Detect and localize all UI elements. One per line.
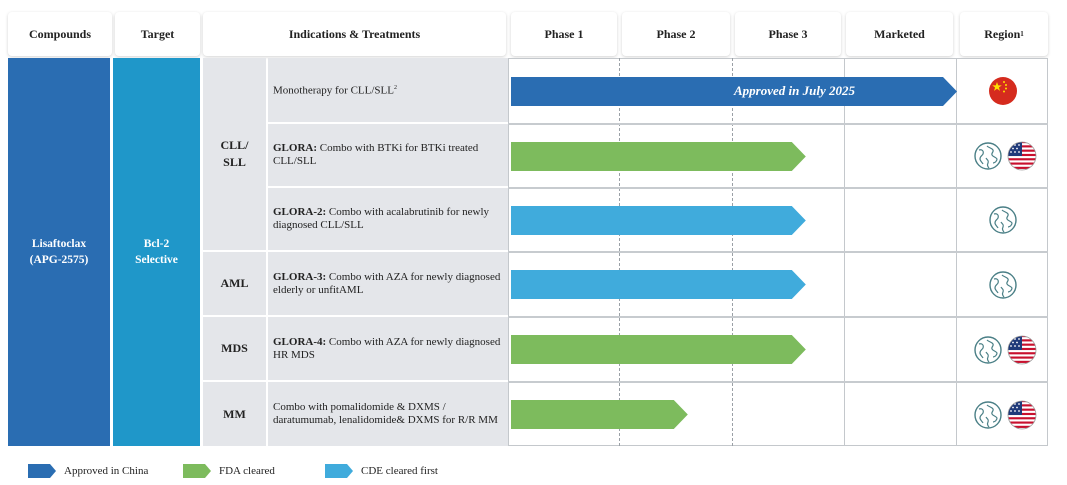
header-region-footnote: 1 — [1020, 30, 1024, 38]
progress-arrow-shape — [511, 141, 806, 171]
target-type: Selective — [135, 254, 178, 266]
progress-arrow — [511, 141, 806, 171]
header-phase2: Phase 2 — [622, 12, 730, 56]
row-divider — [508, 381, 1048, 383]
progress-bar-label: Approved in July 2025 — [734, 83, 855, 98]
target-name: Bcl-2 — [143, 238, 170, 250]
treatment-row-2: GLORA: Combo with BTKi for BTKi treated … — [268, 124, 508, 186]
indication-cll-line1: CLL/ — [220, 138, 249, 152]
indication-mm-label: MM — [223, 406, 246, 421]
row-divider — [508, 316, 1048, 318]
header-compounds: Compounds — [8, 12, 112, 56]
treatment-trial-name: GLORA: — [273, 142, 317, 154]
target-cell: Bcl-2 Selective — [113, 58, 200, 446]
treatment-description: Monotherapy for CLL/SLL — [273, 84, 394, 97]
header-phase3-label: Phase 3 — [768, 26, 808, 41]
usa-flag-icon — [1007, 335, 1037, 365]
row-divider — [508, 187, 1048, 189]
usa-flag-icon — [1007, 141, 1037, 171]
progress-arrow-shape — [511, 205, 806, 235]
progress-bar-cde_cleared — [511, 205, 806, 235]
header-indications-label: Indications & Treatments — [288, 26, 421, 41]
header-region-label: Region — [984, 26, 1021, 41]
treatment-trial-name: GLORA-4: — [273, 335, 327, 348]
treatment-row-3: GLORA-2: Combo with acalabrutinib for ne… — [268, 188, 508, 250]
globe-icon — [973, 335, 1003, 365]
progress-arrow-shape — [511, 76, 957, 106]
header-phase3: Phase 3 — [735, 12, 841, 56]
treatment-description: Combo with AZA for newly diagnosed HR MD… — [273, 335, 501, 361]
indication-mds-label: MDS — [221, 341, 248, 355]
header-phase1-label: Phase 1 — [544, 26, 584, 41]
globe-icon — [988, 270, 1018, 300]
progress-arrow-shape — [511, 270, 806, 299]
progress-arrow — [511, 270, 806, 299]
indication-cll: CLL/SLL — [203, 58, 266, 250]
header-compounds-label: Compounds — [28, 26, 92, 41]
globe-icon — [973, 141, 1003, 171]
legend-fda-cleared: FDA cleared — [183, 462, 275, 480]
legend-swatch-fda — [183, 464, 211, 478]
header-indications: Indications & Treatments — [203, 12, 506, 56]
progress-arrow-shape — [511, 335, 806, 364]
progress-arrow — [511, 205, 806, 235]
row-divider — [508, 123, 1048, 125]
indication-aml: AML — [203, 252, 266, 315]
progress-arrow — [511, 400, 688, 429]
compound-name: Lisaftoclax — [31, 238, 87, 250]
usa-flag-icon — [1007, 400, 1037, 430]
compound-cell: Lisaftoclax (APG-2575) — [8, 58, 110, 446]
header-marketed-label: Marketed — [874, 26, 925, 41]
treatment-row-1: Monotherapy for CLL/SLL2 — [268, 58, 508, 122]
progress-bar-approved_china: Approved in July 2025 — [511, 76, 957, 106]
progress-bar-cde_cleared — [511, 270, 806, 299]
indication-mm: MM — [203, 382, 266, 446]
treatment-row-6: Combo with pomalidomide & DXMS / daratum… — [268, 382, 508, 446]
treatment-row-4: GLORA-3: Combo with AZA for newly diagno… — [268, 252, 508, 315]
progress-arrow — [511, 335, 806, 364]
header-region: Region 1 — [960, 12, 1048, 56]
progress-arrow — [511, 76, 957, 106]
header-phase2-label: Phase 2 — [656, 26, 696, 41]
progress-arrow-shape — [511, 400, 688, 429]
treatment-footnote: 2 — [393, 85, 397, 92]
indication-mds: MDS — [203, 317, 266, 380]
treatment-trial-name: GLORA-2: — [273, 206, 327, 218]
legend-approved-china: Approved in China — [28, 462, 148, 480]
legend-label: FDA cleared — [219, 465, 275, 477]
china-flag-icon — [988, 76, 1018, 106]
indication-aml-label: AML — [220, 276, 249, 290]
legend-swatch-cde — [325, 464, 353, 478]
globe-icon — [973, 400, 1003, 430]
progress-bar-fda_cleared — [511, 141, 806, 171]
treatment-row-5: GLORA-4: Combo with AZA for newly diagno… — [268, 317, 508, 380]
treatment-description: Combo with pomalidomide & DXMS / daratum… — [273, 401, 498, 426]
header-target: Target — [115, 12, 200, 56]
treatment-description: Combo with BTKi for BTKi treated CLL/SLL — [273, 142, 479, 167]
legend-swatch-approved — [28, 464, 56, 478]
treatment-description: Combo with acalabrutinib for newly diagn… — [273, 206, 489, 231]
progress-bar-fda_cleared — [511, 335, 806, 364]
legend-cde-cleared: CDE cleared first — [325, 462, 438, 480]
progress-bar-fda_cleared — [511, 400, 688, 429]
header-phase1: Phase 1 — [511, 12, 617, 56]
treatment-description: Combo with AZA for newly diagnosed elder… — [273, 270, 501, 296]
legend-label: CDE cleared first — [361, 465, 438, 477]
treatment-trial-name: GLORA-3: — [273, 270, 327, 283]
compound-code: (APG-2575) — [29, 254, 89, 266]
indication-cll-line2: SLL — [223, 155, 246, 169]
header-marketed: Marketed — [846, 12, 953, 56]
row-divider — [508, 251, 1048, 253]
globe-icon — [988, 205, 1018, 235]
legend-label: Approved in China — [64, 465, 149, 477]
header-target-label: Target — [140, 26, 175, 41]
